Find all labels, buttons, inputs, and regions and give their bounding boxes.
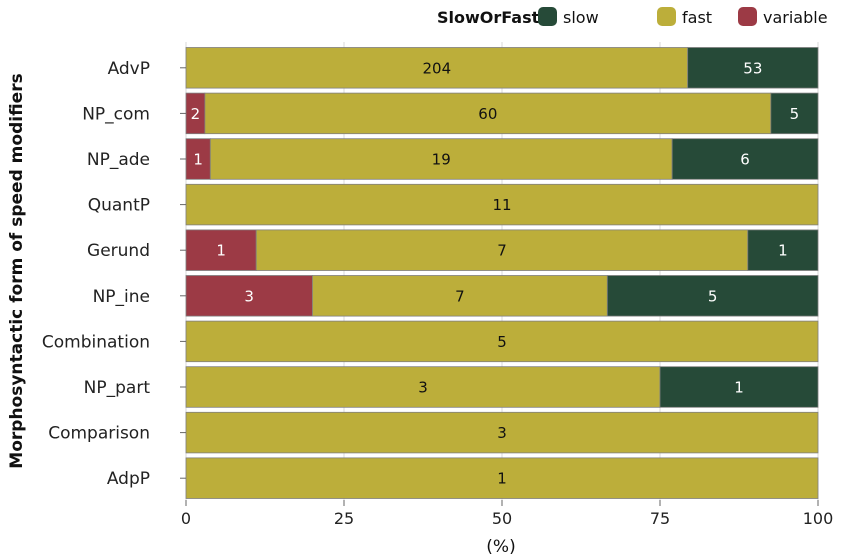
x-tick-label: 100: [803, 509, 834, 528]
bar-segment-variable: [185, 275, 313, 317]
bar-segment-fast: [185, 366, 661, 408]
bar-value-label: 5: [790, 105, 800, 123]
y-axis-ticks: AdvP NP_com NP_ade QuantP Gerund NP_ine Combin…: [42, 59, 186, 489]
x-tick-label: 0: [181, 509, 191, 528]
y-tick-label: Comparison: [48, 424, 150, 444]
bar-value-label: 204: [423, 59, 452, 77]
bar-value-label: 1: [497, 470, 507, 488]
bar-segment-fast: [185, 320, 819, 363]
bar-segment-fast: [204, 92, 772, 135]
bar-segment-slow: [687, 47, 819, 89]
y-tick-label: NP_ine: [93, 287, 150, 307]
x-axis-title: (%): [486, 537, 515, 557]
bar-value-label: 1: [778, 242, 788, 260]
y-tick-label: NP_part: [84, 378, 151, 398]
bar-value-label: 7: [497, 242, 507, 260]
y-tick-label: Gerund: [87, 241, 150, 261]
legend-label-variable: variable: [763, 8, 828, 27]
x-tick-label: 25: [334, 509, 354, 528]
x-tick-label: 75: [650, 509, 670, 528]
bar-segment-fast: [255, 229, 749, 271]
legend-swatch-fast: [657, 7, 676, 26]
legend: SlowOrFast slow fast variable: [437, 7, 828, 27]
x-axis-ticks: 0 25 50 75 100: [181, 500, 833, 528]
bar-value-label: 5: [708, 287, 718, 305]
bar-value-label: 3: [497, 424, 507, 442]
bar-segment-fast: [311, 275, 608, 317]
bar-segment-variable: [185, 229, 257, 271]
bar-value-label: 11: [492, 196, 511, 214]
bar-value-label: 1: [734, 379, 744, 397]
bar-segment-fast: [185, 183, 819, 226]
bar-segment-fast: [185, 411, 819, 454]
bar-value-label: 2: [191, 105, 201, 123]
y-tick-label: AdvP: [108, 59, 150, 79]
y-tick-label: QuantP: [88, 196, 150, 216]
bar-segment-slow: [770, 92, 819, 135]
bar-segment-slow: [659, 366, 819, 408]
y-tick-label: NP_ade: [87, 150, 150, 170]
bar-value-label: 53: [743, 59, 762, 77]
bar-segment-slow: [671, 138, 819, 180]
bar-value-label: 3: [418, 379, 428, 397]
y-tick-label: AdpP: [107, 469, 150, 489]
bar-segment-slow: [606, 275, 819, 317]
bar-value-label: 7: [455, 287, 465, 305]
legend-label-slow: slow: [563, 8, 599, 27]
bar-segment-slow: [747, 229, 819, 271]
x-tick-label: 50: [492, 509, 512, 528]
y-axis-title: Morphosyntactic form of speed modifiers: [7, 73, 27, 468]
y-tick-label: NP_com: [82, 104, 150, 124]
legend-swatch-slow: [538, 7, 557, 26]
bar-segment-variable: [185, 138, 211, 180]
bar-segment-fast: [209, 138, 673, 180]
bar-value-label: 6: [740, 151, 750, 169]
bar-value-label: 19: [432, 151, 451, 169]
y-tick-label: Combination: [42, 332, 150, 352]
bar-value-label: 1: [216, 242, 226, 260]
bar-value-label: 3: [244, 287, 254, 305]
legend-title: SlowOrFast: [437, 8, 540, 27]
legend-label-fast: fast: [682, 8, 712, 27]
bar-value-label: 60: [478, 105, 497, 123]
legend-swatch-variable: [738, 7, 757, 26]
bar-value-label: 1: [193, 151, 203, 169]
bar-value-label: 5: [497, 333, 507, 351]
